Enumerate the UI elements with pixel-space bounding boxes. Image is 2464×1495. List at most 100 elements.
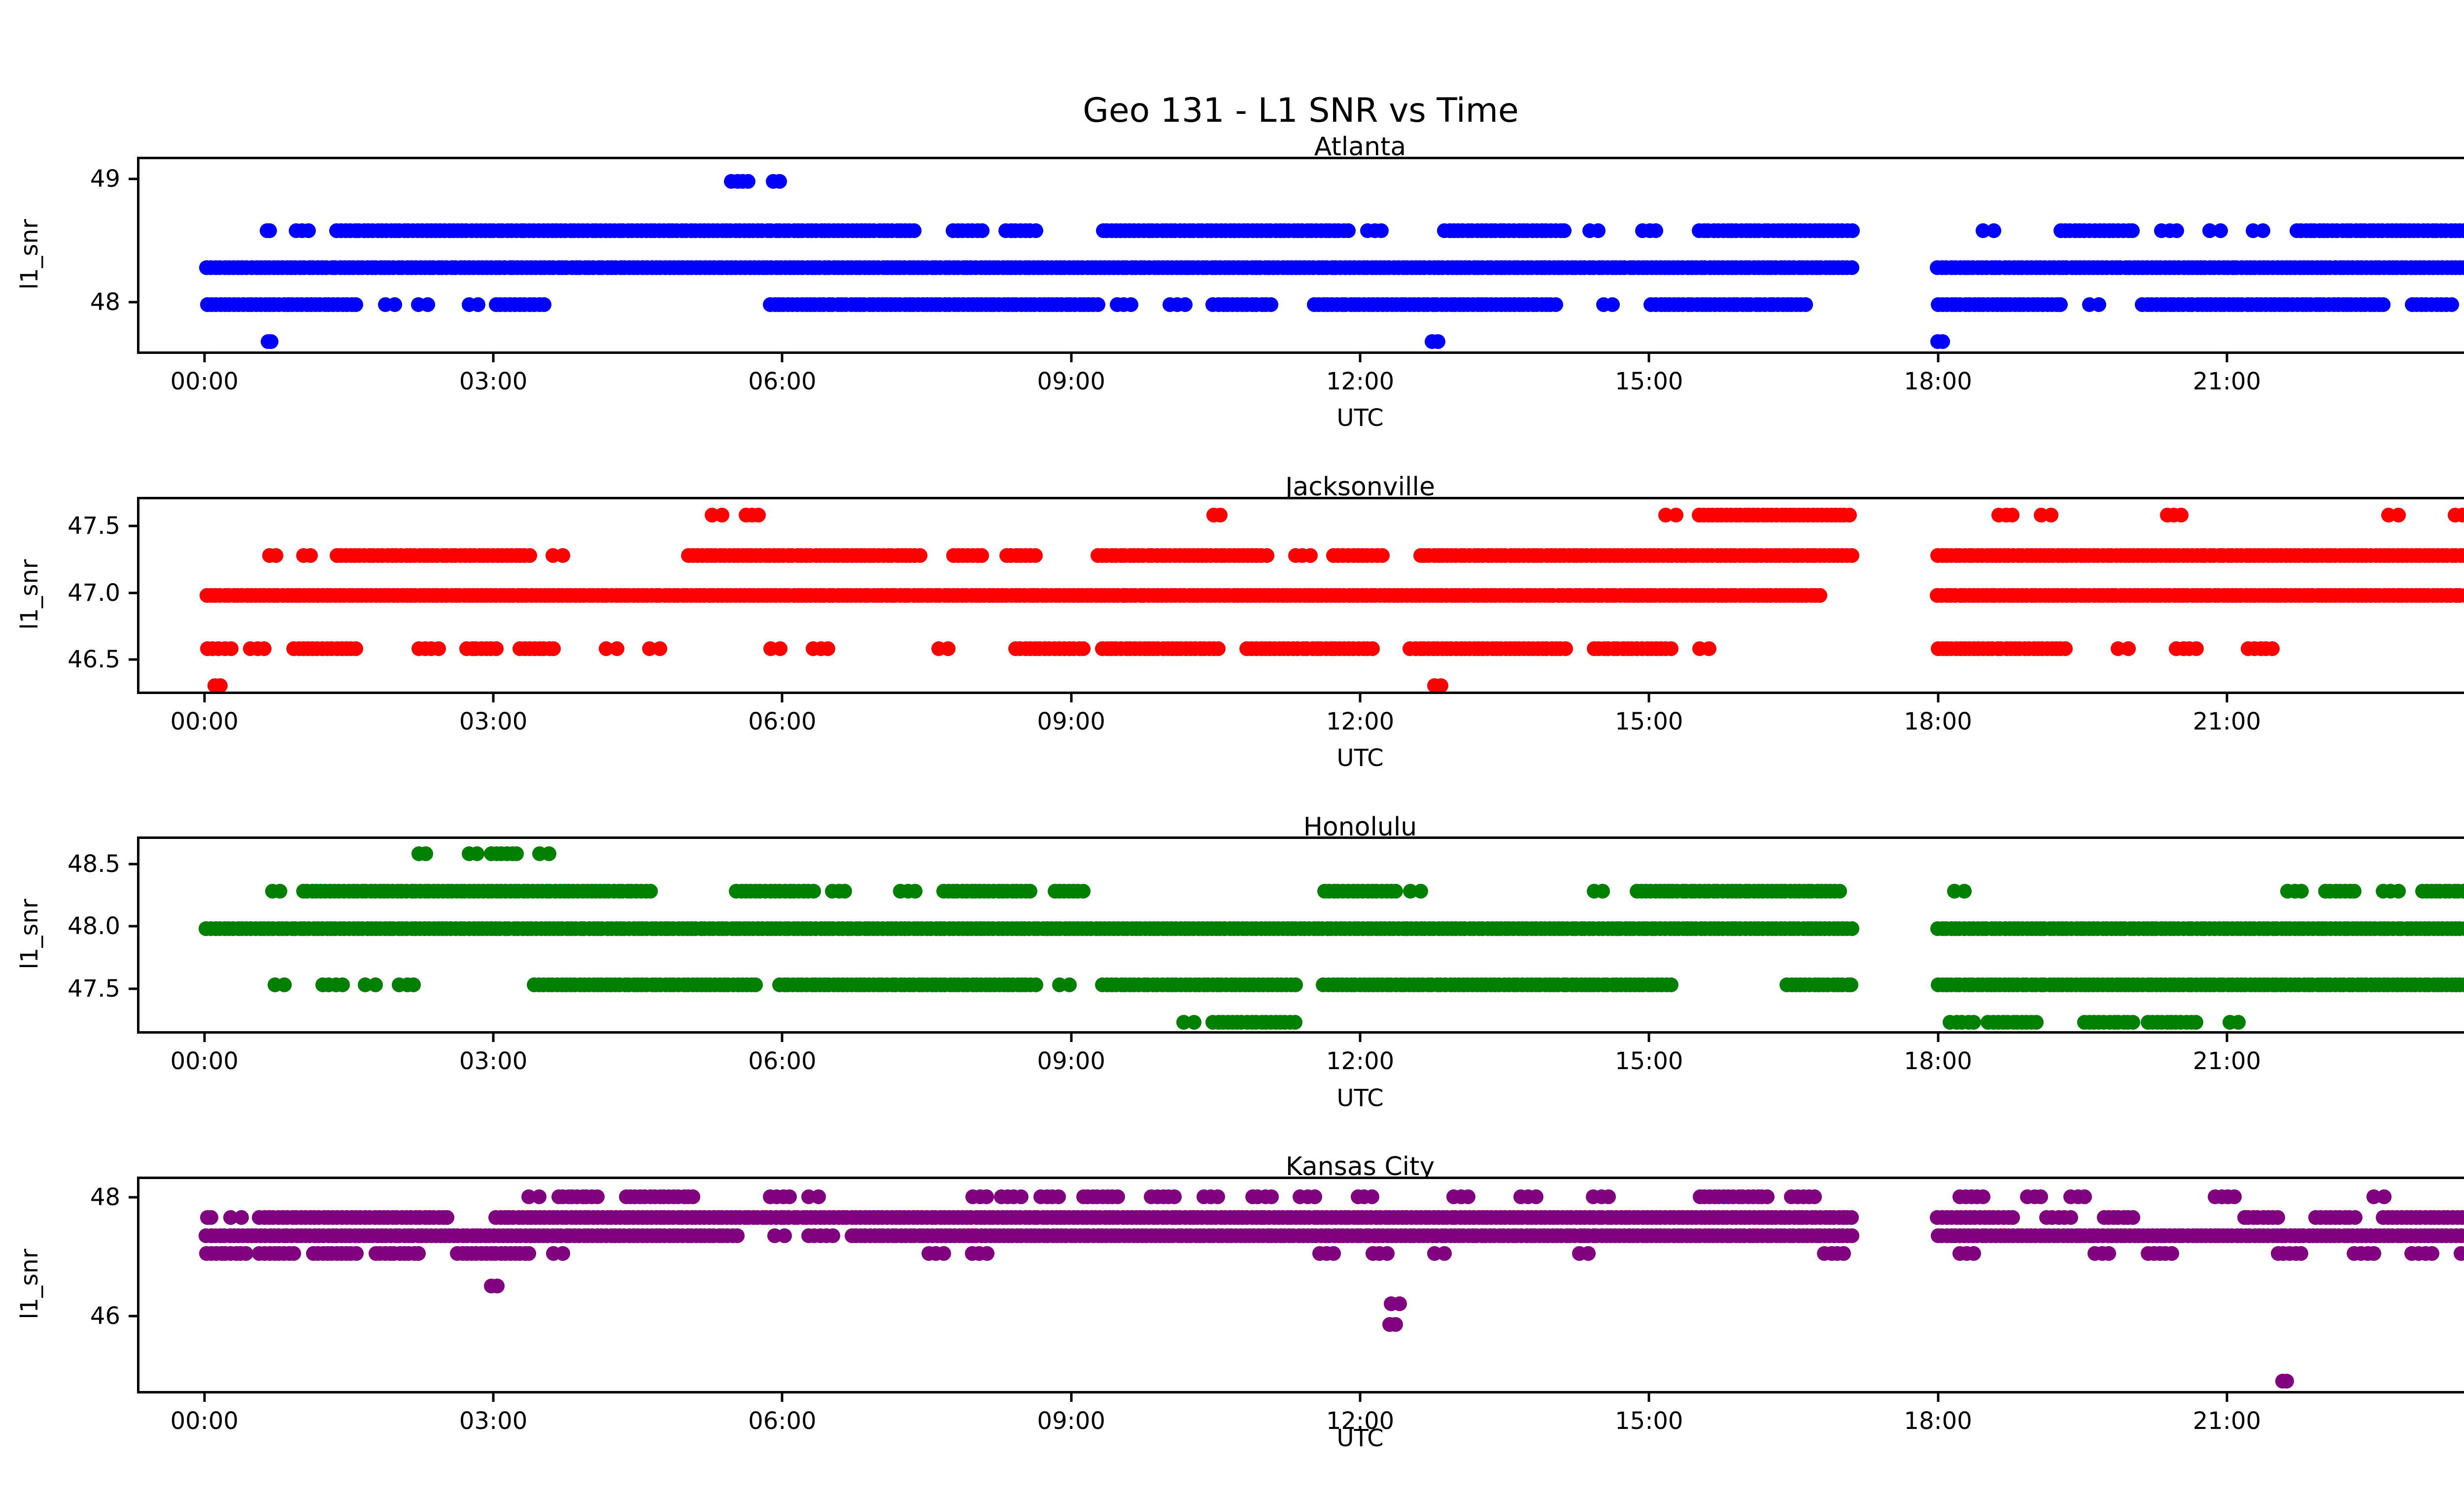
x-tick-label: 06:00 xyxy=(748,708,817,735)
scatter-point xyxy=(555,1246,571,1261)
x-tick-mark xyxy=(1070,354,1073,362)
scatter-point xyxy=(1986,223,2001,238)
scatter-point xyxy=(1812,588,1827,603)
x-tick-label: 12:00 xyxy=(1326,368,1395,395)
x-tick-mark xyxy=(203,694,206,702)
scatter-point xyxy=(1213,508,1228,523)
x-tick-label: 00:00 xyxy=(170,708,239,735)
scatter-point xyxy=(980,1246,995,1261)
scatter-point xyxy=(1807,1189,1822,1205)
x-tick-mark xyxy=(1359,694,1362,702)
axes-atlanta xyxy=(137,157,2464,354)
scatter-point xyxy=(1413,884,1429,899)
x-tick-label: 03:00 xyxy=(459,368,528,395)
scatter-point xyxy=(1028,977,1043,993)
scatter-point xyxy=(1702,641,1717,656)
scatter-point xyxy=(715,508,730,523)
scatter-point xyxy=(652,641,668,656)
x-tick-mark xyxy=(1647,354,1650,362)
x-tick-mark xyxy=(1937,694,1940,702)
scatter-point xyxy=(2063,1210,2079,1225)
scatter-point xyxy=(272,884,287,899)
x-tick-label: 03:00 xyxy=(459,1047,528,1075)
scatter-point xyxy=(908,884,923,899)
scatter-point xyxy=(1365,641,1380,656)
scatter-point xyxy=(1844,977,1859,993)
scatter-point xyxy=(348,641,364,656)
scatter-point xyxy=(1075,641,1091,656)
scatter-point xyxy=(2293,1246,2308,1261)
scatter-point xyxy=(411,1246,426,1261)
axes-honolulu xyxy=(137,836,2464,1034)
x-tick-mark xyxy=(2225,694,2228,702)
scatter-point xyxy=(940,641,956,656)
scatter-point xyxy=(1388,1317,1403,1332)
scatter-point xyxy=(1027,548,1043,563)
scatter-point xyxy=(2391,508,2406,523)
x-tick-mark xyxy=(1647,694,1650,702)
scatter-point xyxy=(204,1210,219,1225)
y-tick-mark xyxy=(129,591,137,594)
scatter-point xyxy=(2101,1246,2116,1261)
scatter-point xyxy=(1956,884,1972,899)
x-tick-label: 18:00 xyxy=(1904,1047,1972,1075)
scatter-point xyxy=(1326,1246,1341,1261)
scatter-point xyxy=(263,334,278,349)
scatter-point xyxy=(2125,1015,2141,1030)
scatter-point xyxy=(1548,297,1564,312)
scatter-point xyxy=(1091,297,1106,312)
scatter-point xyxy=(223,641,239,656)
scatter-point xyxy=(1966,1015,1982,1030)
scatter-point xyxy=(609,641,624,656)
scatter-point xyxy=(1288,977,1303,993)
scatter-point xyxy=(470,846,485,862)
scatter-point xyxy=(1664,641,1679,656)
scatter-point xyxy=(2091,297,2107,312)
scatter-point xyxy=(1051,1189,1066,1205)
scatter-point xyxy=(1935,334,1950,349)
x-tick-mark xyxy=(1070,1393,1073,1402)
scatter-point xyxy=(335,977,350,993)
scatter-point xyxy=(277,977,292,993)
scatter-point xyxy=(2005,508,2020,523)
x-tick-label: 21:00 xyxy=(2192,368,2261,395)
suptitle-line-1: Geo 131 - L1 SNR vs Time xyxy=(1083,91,1519,130)
scatter-point xyxy=(1392,1296,1407,1312)
x-tick-label: 00:00 xyxy=(170,368,239,395)
scatter-point xyxy=(349,1246,364,1261)
scatter-point xyxy=(1845,921,1860,937)
x-tick-mark xyxy=(1937,354,1940,362)
x-tick-label: 09:00 xyxy=(1037,368,1105,395)
x-tick-mark xyxy=(492,354,495,362)
scatter-point xyxy=(1798,297,1813,312)
scatter-point xyxy=(1028,223,1043,238)
scatter-point xyxy=(348,297,364,312)
scatter-point xyxy=(1187,1015,1202,1030)
x-tick-mark xyxy=(492,694,495,702)
scatter-point xyxy=(821,641,836,656)
scatter-point xyxy=(740,174,755,189)
scatter-point xyxy=(1976,1189,1991,1205)
scatter-point xyxy=(1558,641,1573,656)
scatter-point xyxy=(532,1189,547,1205)
scatter-point xyxy=(368,977,383,993)
scatter-point xyxy=(2033,1189,2049,1205)
scatter-point xyxy=(2053,297,2068,312)
scatter-point xyxy=(2164,1246,2180,1261)
x-tick-mark xyxy=(1359,1393,1362,1402)
scatter-point xyxy=(1264,1189,1279,1205)
scatter-point xyxy=(1556,223,1572,238)
x-tick-label: 15:00 xyxy=(1615,368,1683,395)
scatter-point xyxy=(1379,1246,1395,1261)
scatter-point xyxy=(2444,297,2459,312)
scatter-point xyxy=(546,641,561,656)
scatter-point xyxy=(555,548,571,563)
scatter-point xyxy=(2125,1210,2140,1225)
scatter-point xyxy=(542,846,557,862)
scatter-point xyxy=(1844,260,1859,275)
scatter-point xyxy=(522,548,537,563)
scatter-point xyxy=(1836,1246,1851,1261)
scatter-point xyxy=(1061,977,1077,993)
scatter-point xyxy=(936,1246,951,1261)
x-tick-mark xyxy=(1647,1393,1650,1402)
